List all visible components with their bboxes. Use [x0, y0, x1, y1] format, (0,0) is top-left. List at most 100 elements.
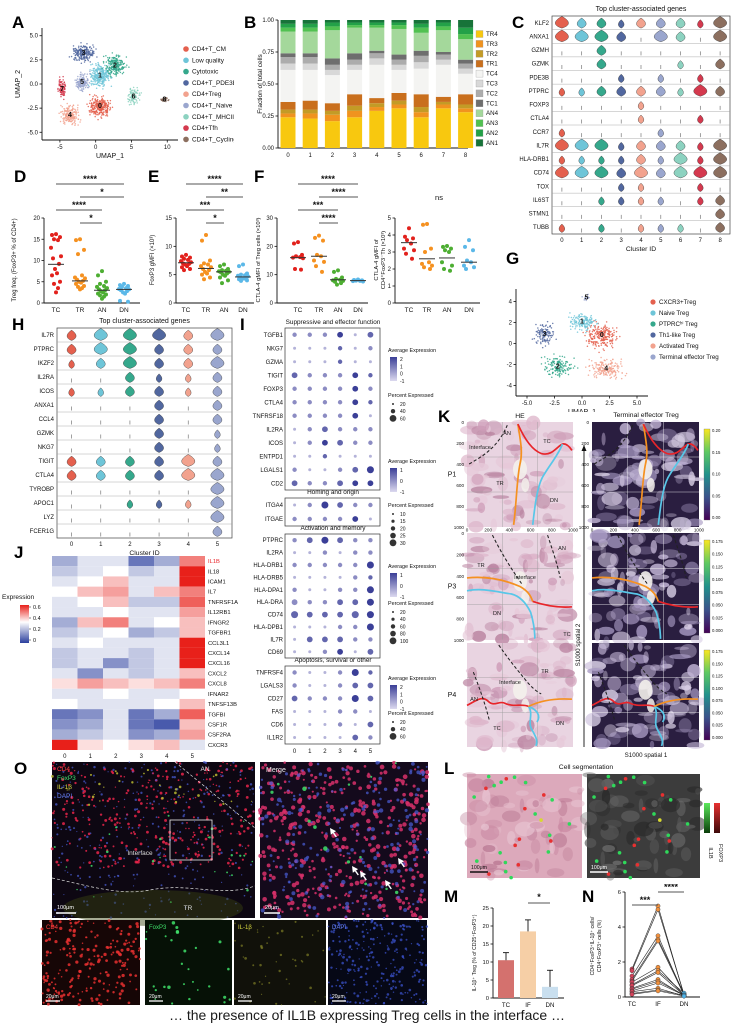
- sample-label: P3: [448, 584, 457, 591]
- dot: [353, 587, 358, 592]
- data-point: [440, 260, 444, 265]
- bar-segment: [324, 20, 340, 23]
- colorbar-tick: 0.100: [712, 686, 723, 691]
- region-label: Interface: [499, 680, 521, 686]
- axis-tick: 800: [456, 617, 464, 622]
- y-tick: 4: [388, 233, 392, 239]
- data-point: [293, 267, 297, 271]
- umap-g: 012345-5.0-2.50.02.55.0420-2-4UMAP_1UMAP…: [489, 289, 719, 416]
- gene-label: TNFSF13B: [208, 702, 237, 708]
- dot: [322, 636, 328, 643]
- panel-f-jitter: F 0 10 20 30 TC TR AN DN **** **** *** **** CTLA-4 gM…: [252, 168, 514, 318]
- dot: [293, 427, 297, 431]
- violin-shape: [636, 17, 646, 29]
- heat-cell: [52, 678, 78, 689]
- data-point: [53, 267, 57, 271]
- heat-cell: [52, 566, 78, 577]
- data-point: [332, 269, 336, 274]
- violin-shape: [210, 482, 225, 495]
- data-point: [420, 261, 424, 266]
- dot: [337, 480, 343, 487]
- dot: [307, 502, 312, 508]
- dot: [322, 550, 328, 555]
- legend-swatch: [475, 99, 484, 107]
- significance: ****: [207, 174, 222, 184]
- heat-cell: [52, 637, 78, 648]
- legend-tick: 20: [400, 402, 406, 408]
- data-point: [98, 293, 102, 298]
- legend-title: Percent Expressed: [388, 503, 434, 509]
- heat-cell: [77, 698, 103, 710]
- region-label: Interface: [127, 850, 153, 857]
- bar-segment: [458, 94, 474, 105]
- gene-label: LYZ: [43, 515, 54, 521]
- legend-title: Average Expression: [388, 676, 436, 682]
- violin-shape: [183, 343, 193, 355]
- y-tick: 0.50: [262, 82, 274, 88]
- heat-cell: [128, 698, 154, 710]
- bar-segment: [369, 103, 385, 108]
- group-tick: AN: [442, 307, 451, 314]
- cluster-number: 8: [162, 96, 166, 103]
- data-point: [126, 299, 130, 304]
- bar-segment: [435, 22, 451, 27]
- y-tick: 5: [37, 280, 41, 286]
- dot: [306, 611, 313, 618]
- bar-chart: 0 5 10 15 20 25 TC IF DN * IL-1β⁺ Treg (% of CD25⁺…: [472, 892, 564, 1009]
- dot: [322, 373, 328, 378]
- legend-swatch: [475, 109, 484, 117]
- violin-shape: [555, 166, 569, 179]
- bar-segment: [324, 26, 340, 31]
- dot: [353, 346, 357, 350]
- legend-tick: 1: [400, 573, 403, 579]
- cluster-number: 0: [600, 332, 604, 339]
- cluster-number: 2: [113, 63, 117, 70]
- group-tick: TC: [405, 307, 414, 314]
- legend-swatch: [475, 60, 484, 68]
- data-point: [443, 248, 447, 253]
- data-point: [448, 268, 452, 273]
- x-tick: 2: [114, 754, 118, 760]
- dot: [353, 575, 358, 580]
- x-tick: 0: [286, 153, 290, 159]
- violin-shape: [657, 196, 664, 206]
- heat-cell: [77, 729, 103, 740]
- x-axis-label: UMAP_1: [96, 153, 124, 160]
- legend-title: Percent Expressed: [388, 711, 434, 717]
- dot: [337, 413, 343, 418]
- data-point: [292, 241, 296, 246]
- legend-swatch: [475, 30, 484, 38]
- dot: [368, 440, 373, 445]
- region-boundaries: [466, 644, 572, 747]
- data-point: [184, 252, 188, 257]
- group-tick: AN: [333, 307, 342, 314]
- x-tick: 2: [323, 749, 327, 755]
- colorbar-tick: 0.175: [712, 539, 723, 544]
- x-axis-label: Cluster ID: [626, 246, 656, 253]
- violin-shape: [596, 85, 607, 97]
- dot: [337, 516, 343, 522]
- dot: [291, 611, 299, 619]
- legend-item: CD4+T_Cycling: [192, 136, 234, 143]
- data-point: [299, 267, 303, 272]
- violin-shape: [154, 399, 164, 411]
- heat-cell: [52, 719, 78, 730]
- legend-swatch: [475, 139, 484, 147]
- dot: [307, 600, 312, 605]
- dot: [337, 587, 343, 592]
- heat-cell: [179, 729, 205, 740]
- data-point: [421, 222, 425, 227]
- gene-label: TNFRSF1A: [208, 600, 238, 606]
- scale-bar-label: 20μm: [149, 994, 162, 1000]
- heat-cell: [154, 596, 180, 608]
- cluster-number: 0: [98, 103, 102, 110]
- data-point: [441, 244, 445, 249]
- significance: ***: [200, 200, 211, 210]
- bar-segment: [324, 58, 340, 65]
- gene-label: ICOS: [39, 389, 54, 395]
- heat-cell: [154, 678, 180, 689]
- heat-cell: [103, 709, 129, 720]
- region-label: TR: [184, 905, 193, 912]
- bar-segment: [458, 20, 474, 28]
- violin-shape: [154, 357, 164, 369]
